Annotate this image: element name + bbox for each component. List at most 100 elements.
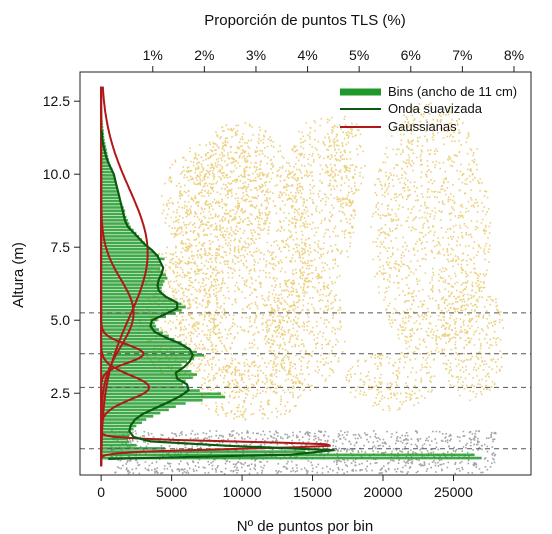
x-axis-top: 1% 2% 3% 4% 5% 6% 7% 8% [143,47,524,72]
bin-bar [101,254,159,257]
bin-bar [101,456,482,460]
x-tick-label: 0 [97,484,105,500]
bin-bar [101,318,158,322]
x-tick-label: 20000 [364,484,403,500]
bin-bar [101,251,155,254]
bin-bar [101,411,161,415]
legend-smoothed-label: Onda suavizada [388,101,483,116]
bin-bar [101,296,168,299]
bin-bar [101,286,162,290]
bin-bar [101,161,110,164]
bin-bar [101,289,162,293]
bin-bar [101,353,205,357]
y-axis-title: Altura (m) [10,242,27,308]
bin-bar [101,199,121,203]
bin-bar [101,344,186,347]
bin-bar [101,360,188,363]
bin-bar [101,177,115,180]
y-tick-label: 2.5 [51,385,71,401]
bin-bar [101,257,165,261]
bin-bar [101,331,164,335]
y-tick-label: 5.0 [51,312,71,328]
plot-frame [79,71,532,476]
y-tick-label: 10.0 [43,166,70,182]
bin-bar [101,202,123,206]
bin-bar [101,305,186,309]
bin-bar [101,334,169,338]
bin-bar [101,260,161,264]
bin-bar [101,183,117,187]
bin-bar [101,170,114,174]
x2-tick-label: 4% [297,47,317,63]
bin-bar [101,247,151,251]
gaussian-curve [100,86,149,467]
bin-bar [101,376,193,380]
bin-bar [101,341,182,344]
bin-bar [101,158,109,161]
bin-bar [101,392,221,396]
bin-bar [101,244,148,248]
bin-bar [101,308,182,312]
bin-bar [101,154,109,158]
bin-bar [101,196,120,200]
bin-bar [101,125,104,129]
bin-bar [101,402,186,405]
bin-bar [101,222,130,225]
bin-bar [101,325,157,328]
bin-bar [101,225,131,229]
point-cloud-background [110,102,505,475]
legend-bins-label: Bins (ancho de 11 cm) [388,84,517,99]
ground-points [110,430,497,475]
bin-bar [101,302,182,306]
bin-bar [101,337,175,341]
bin-bar [101,215,127,219]
bin-bar [101,350,197,354]
bin-bar [101,273,166,277]
bin-bar [101,280,165,283]
x2-tick-label: 7% [452,47,472,63]
bin-bar [101,186,118,190]
x-axis-bottom: 0 5000 10000 15000 20000 25000 [97,475,473,500]
bin-bar [101,434,130,437]
bin-bar [101,370,192,373]
bin-bar [101,440,130,444]
smoothed-line [100,130,335,460]
bin-bar [101,437,128,441]
x-tick-label: 25000 [434,484,473,500]
bin-bar [101,241,145,245]
bin-bar [101,235,140,238]
bin-bar [101,270,164,274]
legend: Bins (ancho de 11 cm) Onda suavizada Gau… [340,84,517,134]
bin-bar [101,312,176,315]
bin-bar [101,363,182,367]
x-axis-title: Nº de puntos por bin [237,518,373,534]
bin-bar [101,395,226,399]
bin-bar [101,398,203,402]
bin-bar [101,276,168,280]
bin-bar [101,167,113,171]
y-tick-label: 12.5 [43,93,70,109]
bin-bar [101,418,147,421]
bin-bar [101,180,116,184]
bin-bar [101,450,306,453]
x2-axis-title: Proporción de puntos TLS (%) [204,12,406,29]
bin-bar [101,405,176,408]
bin-bar [101,190,119,193]
x2-tick-label: 5% [349,47,369,63]
bin-bar [101,321,155,325]
bin-bar [101,447,165,450]
x2-tick-label: 1% [143,47,163,63]
bins-series [101,87,482,460]
bin-bar [101,373,197,376]
bin-bar [101,431,131,434]
bin-bar [101,164,112,168]
bin-bar [101,264,162,267]
bin-bar [101,414,154,418]
x2-tick-label: 8% [504,47,524,63]
bin-bar [101,206,124,209]
canopy-points [135,102,505,421]
y-axis: 2.5 5.0 7.5 10.0 12.5 [43,93,80,401]
legend-gaussian-label: Gaussianas [388,119,457,134]
bin-bar [101,389,200,392]
